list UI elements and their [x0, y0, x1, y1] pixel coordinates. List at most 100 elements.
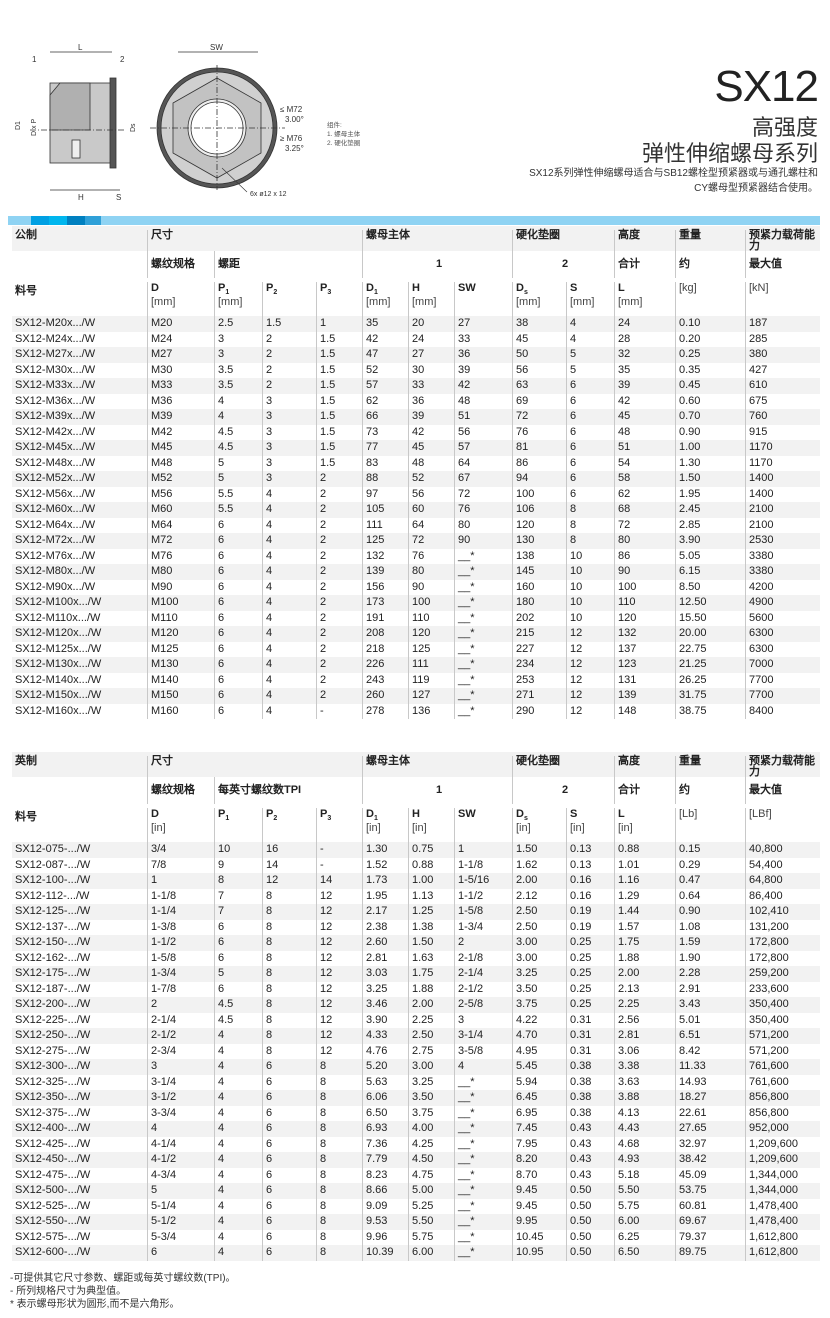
dim-D1: D1 [15, 121, 22, 130]
table-cell: 86 [512, 455, 566, 471]
header-group-cell: 螺母主体 [362, 230, 512, 252]
table-cell: 12 [566, 703, 614, 719]
column-symbol: P [266, 808, 274, 820]
table-cell: 1.50 [675, 471, 745, 487]
footnotes: -可提供其它尺寸参数、螺距或每英寸螺纹数(TPI)。 - 所列规格尺寸为典型值。… [10, 1272, 236, 1311]
table-row: SX12-M33x.../W M33 3.5 2 1.5 57 33 42 63 6 39 0.45 6… [12, 378, 820, 394]
table-cell: M56 [147, 486, 214, 502]
table-cell: 6 [262, 1229, 316, 1245]
table-cell: 7700 [745, 672, 820, 688]
column-symbol: S [570, 808, 578, 820]
table-cell: 4 [214, 409, 262, 425]
header-sub-cell [12, 251, 147, 278]
table-cell: 271 [512, 688, 566, 704]
table-cell: 3.75 [408, 1105, 454, 1121]
table-cell: 8 [316, 1198, 362, 1214]
part-number-cell: SX12-M90x.../W [15, 580, 96, 593]
table-cell: 102,410 [745, 904, 820, 920]
table-cell: 2.25 [408, 1012, 454, 1028]
part-number-cell: SX12-087-.../W [15, 858, 91, 871]
table-cell: - [316, 842, 362, 858]
table-cell: 81 [512, 440, 566, 456]
table-cell: 6.45 [512, 1090, 566, 1106]
table-cell: 5.05 [675, 548, 745, 564]
table-cell: 0.43 [566, 1121, 614, 1137]
table-cell: 2.81 [614, 1028, 675, 1044]
table-cell: 4.68 [614, 1136, 675, 1152]
table-cell: 67 [454, 471, 512, 487]
table-cell: 1.5 [316, 409, 362, 425]
table-cell: 259,200 [745, 966, 820, 982]
table-cell: 110 [408, 610, 454, 626]
table-cell: 131 [614, 672, 675, 688]
table-cell: 64 [454, 455, 512, 471]
table-cell: 9.45 [512, 1183, 566, 1199]
header-sub-row: 螺纹规格 每英寸螺纹数TPI 1 2 合计约最大值 [12, 777, 820, 804]
part-number-cell: SX12-150-.../W [15, 936, 91, 948]
table-cell: 0.16 [566, 873, 614, 889]
table-cell: 132 [614, 626, 675, 642]
part-number-cell: SX12-M150x.../W [15, 689, 102, 701]
table-cell: M160 [147, 703, 214, 719]
table-cell: 3 [262, 455, 316, 471]
imperial-table: 英制 尺寸 螺母主体 硬化垫圈 高度 重量 预紧力载荷能力 螺纹规格 每英寸螺纹数TPI 1 2 合计… [12, 752, 820, 1261]
table-cell: 1-1/8 [454, 857, 512, 873]
legend-title: 组件: [327, 122, 342, 129]
column-header: [kg] [675, 282, 745, 316]
dim-H: H [78, 193, 84, 202]
part-number-cell: SX12-M125x.../W [15, 642, 102, 655]
part-number-cell: SX12-M60x.../W [15, 503, 96, 515]
table-cell: 1.44 [614, 904, 675, 920]
table-cell: 427 [745, 362, 820, 378]
table-row: SX12-M76x.../W M76 6 4 2 132 76 __* 138 10 86 5.05 3… [12, 548, 820, 564]
table-cell: __* [454, 1090, 512, 1106]
table-cell: 111 [408, 657, 454, 673]
table-cell: 3.5 [214, 378, 262, 394]
table-cell: 2100 [745, 517, 820, 533]
table-cell: 6 [566, 440, 614, 456]
table-cell: M90 [147, 579, 214, 595]
part-number-cell: SX12-M80x.../W [15, 565, 96, 577]
table-cell: 148 [614, 703, 675, 719]
table-cell: __* [454, 688, 512, 704]
table-cell: 3.38 [614, 1059, 675, 1075]
table-cell: 4 [262, 657, 316, 673]
table-cell: 2 [316, 672, 362, 688]
table-cell: 9.96 [362, 1229, 408, 1245]
column-symbol: D [151, 808, 159, 820]
table-cell: 380 [745, 347, 820, 363]
table-cell: 915 [745, 424, 820, 440]
table-cell: 4.5 [214, 1012, 262, 1028]
table-cell: 54,400 [745, 857, 820, 873]
column-symbol: D [366, 282, 374, 294]
table-cell: __* [454, 1074, 512, 1090]
technical-drawing: L 1 2 D1 D x P Ds H S SW ≤ M72 3.00° ≥ M… [15, 43, 304, 202]
column-header: SW [454, 282, 512, 316]
table-cell: 1.88 [408, 981, 454, 997]
table-cell: __* [454, 579, 512, 595]
table-row: SX12-M39x.../W M39 4 3 1.5 66 39 51 72 6 45 0.70 760 [12, 409, 820, 425]
table-cell: 6 [262, 1121, 316, 1137]
column-unit: [in] [366, 822, 381, 835]
table-cell: __* [454, 548, 512, 564]
part-number-cell: SX12-450-.../W [15, 1153, 91, 1165]
part-number-cell: SX12-175-.../W [15, 967, 91, 979]
table-cell: 12 [316, 1012, 362, 1028]
table-cell: 3.90 [675, 533, 745, 549]
table-cell: 187 [745, 316, 820, 332]
table-cell: 173 [362, 595, 408, 611]
header-sub-cell: 最大值 [745, 777, 820, 804]
table-cell: 0.25 [566, 997, 614, 1013]
table-cell: 0.90 [675, 904, 745, 920]
table-cell: 4.5 [214, 997, 262, 1013]
table-cell: 100 [512, 486, 566, 502]
dim-DxP: D x P [31, 119, 38, 136]
column-unit: [kg] [679, 282, 697, 294]
table-cell: 1,209,600 [745, 1152, 820, 1168]
column-header: P2 [262, 282, 316, 316]
table-cell: 111 [362, 517, 408, 533]
stripe-segment [67, 216, 85, 225]
column-unit: [mm] [151, 296, 176, 309]
table-cell: 1,344,000 [745, 1167, 820, 1183]
table-cell: 3 [262, 409, 316, 425]
